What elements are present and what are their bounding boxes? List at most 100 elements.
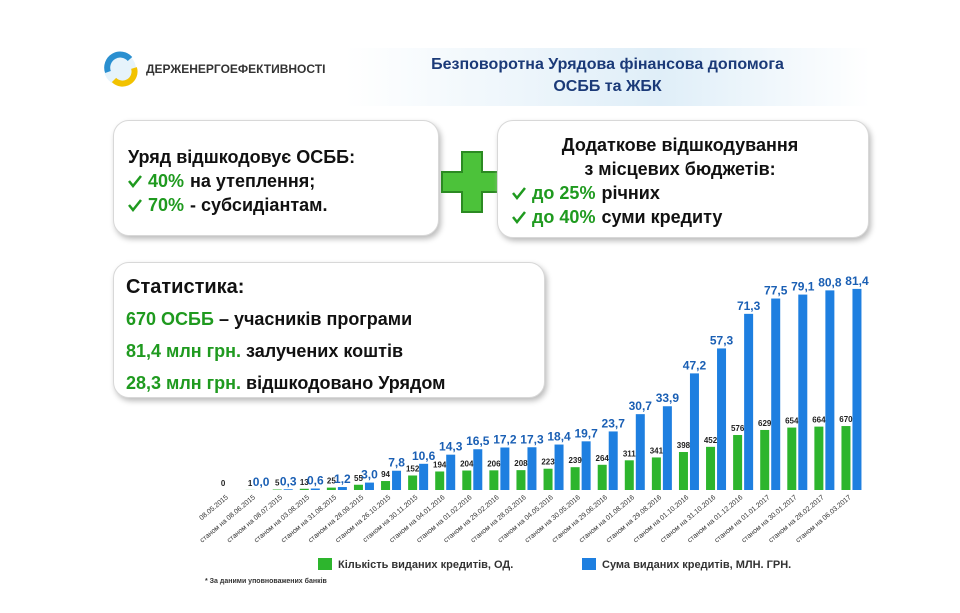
stats-heading: Статистика: [126,276,245,298]
bar [608,431,618,490]
data-label: 25 [327,477,336,486]
x-tick-label: станом на 26.10.2015 [334,494,392,544]
data-label: 33,9 [656,391,680,405]
data-label: 664 [812,416,826,425]
bar [554,444,564,490]
x-tick-label: станом на 29.06.2016 [551,494,609,544]
bar [543,468,553,490]
item: 40% на утеплення; [128,169,438,193]
item: 70% - субсидіантам. [128,193,438,217]
x-tick-label: станом на 01.10.2016 [632,494,690,544]
data-label: 16,5 [466,434,490,448]
bar [435,471,445,490]
bar [825,290,835,490]
x-tick-label: станом на 30.01.2017 [741,494,799,544]
check [512,187,526,200]
data-label: 1,2 [334,472,351,486]
data-label: 17,3 [520,432,544,446]
bar [678,452,688,490]
bar [760,429,770,490]
data-label: 194 [433,460,447,469]
bar [310,488,320,490]
bar [706,446,716,490]
bar [624,460,634,490]
data-label: 55 [354,474,363,483]
logo: ДЕРЖЕНЕРГОЕФЕКТИВНОСТІ [100,50,325,88]
x-tick-label: станом на 08.07.2015 [226,494,284,544]
highlight: 81,4 млн грн. [126,341,242,361]
x-tick-label: станом на 01.02.2016 [416,494,474,544]
bar [744,313,754,490]
title-line: ОСББ та ЖБК [553,78,662,95]
bar [462,470,472,490]
bar [771,298,781,490]
x-tick-label: станом на 31.08.2015 [280,494,338,544]
data-label: 3,0 [361,468,378,482]
data-label: 81,4 [845,274,869,288]
highlight: 40% [148,171,185,191]
data-label: 13 [300,478,309,487]
box-heading: Додаткове відшкодування [561,135,799,155]
data-label: 311 [623,449,636,458]
data-label: 398 [677,441,691,450]
bar [408,475,418,490]
highlight: 70% [148,195,185,215]
data-label: 77,5 [764,284,788,298]
data-label: 629 [758,419,772,428]
bar [527,447,537,490]
data-label: 80,8 [818,275,842,289]
data-label: 670 [839,415,853,424]
data-label: 18,4 [547,430,571,444]
data-label: 654 [785,417,799,426]
logo-icon [104,51,138,87]
row-text: – учасників програми [218,309,413,329]
item-text: суми кредиту [601,207,723,227]
bar [570,467,580,490]
x-tick-label: станом на 04.01.2016 [389,494,447,544]
data-label: 576 [731,424,745,433]
footnote: * За даними уповноважених банків [205,577,328,585]
stats-row: 670 ОСББ – учасників програми [126,303,544,335]
stats-row: 28,3 млн грн. відшкодовано Урядом [126,367,544,399]
data-label: 71,3 [737,299,761,313]
data-label: 0,3 [280,474,297,488]
bar [651,457,661,490]
highlight: до 25% [532,183,596,203]
bar [662,406,672,490]
row-text: відшкодовано Урядом [246,373,446,393]
highlight: 670 ОСББ [126,309,214,329]
data-label: 0,0 [253,475,270,489]
data-label: 5 [275,479,280,488]
x-tick-label: станом на 06.03.2017 [795,494,853,544]
x-tick-label: станом на 01.12.2016 [686,494,744,544]
x-tick-label: станом на 03.08.2015 [253,494,311,544]
bar [717,348,727,490]
x-tick-label: станом на 01.08.2016 [578,494,636,544]
data-label: 239 [568,456,582,465]
bar [689,373,699,490]
x-tick-label: станом на 31.10.2016 [659,494,717,544]
legend-swatch [582,558,596,570]
plus-icon [441,151,503,213]
data-label: 79,1 [791,280,815,294]
stats-box: Статистика: 670 ОСББ – учасників програм… [113,262,545,398]
data-label: 57,3 [710,333,734,347]
legend-label: Сума виданих кредитів, МЛН. ГРН. [602,559,791,571]
data-label: 23,7 [602,416,626,430]
data-label: 452 [704,436,718,445]
logo-text: ДЕРЖЕНЕРГОЕФЕКТИВНОСТІ [146,62,326,76]
x-tick-label: станом на 08.06.2015 [199,494,257,544]
bar [852,288,862,490]
item: до 25% річних [512,181,868,205]
data-label: 152 [406,464,420,473]
data-label: 0,6 [307,474,324,488]
data-label: 14,3 [439,440,463,454]
bar [787,427,797,490]
bar [473,449,483,490]
bar [597,464,607,490]
x-tick-label: станом на 04.05.2016 [497,494,555,544]
title-line: Безповоротна Урядова фінансова допомога [431,56,784,73]
x-tick-label: станом на 01.01.2017 [714,494,772,544]
bar [841,426,851,490]
row-text: залучених коштів [246,341,404,361]
